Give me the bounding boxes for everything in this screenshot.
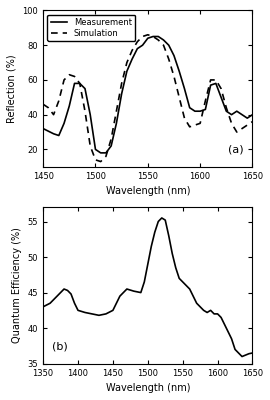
X-axis label: Wavelength (nm): Wavelength (nm) (106, 186, 190, 196)
Simulation (47, 105, 50, 110)
Simulation (178, 95, 181, 100)
Simulation (104, 154, 107, 159)
Measurement (198, 109, 202, 114)
Text: (a): (a) (228, 144, 244, 154)
Measurement (214, 81, 217, 86)
Measurement (110, 144, 113, 148)
Measurement (157, 34, 160, 39)
Measurement (240, 112, 244, 117)
Measurement (68, 104, 71, 108)
Simulation (125, 60, 129, 65)
Simulation (183, 116, 186, 120)
Measurement (183, 86, 186, 91)
Measurement (188, 105, 191, 110)
Measurement (151, 34, 155, 39)
Simulation (151, 34, 155, 39)
Line: Simulation: Simulation (43, 35, 252, 162)
Simulation (73, 74, 76, 79)
Measurement (125, 69, 129, 74)
Measurement (83, 86, 87, 91)
Measurement (167, 43, 170, 48)
Measurement (146, 36, 149, 41)
Simulation (220, 86, 223, 91)
Measurement (193, 109, 197, 114)
Simulation (78, 81, 81, 86)
Measurement (62, 121, 66, 126)
Simulation (94, 158, 97, 162)
Simulation (198, 121, 202, 126)
Measurement (141, 43, 144, 48)
Y-axis label: Reflection (%): Reflection (%) (7, 54, 17, 123)
Measurement (251, 112, 254, 117)
Measurement (89, 112, 92, 117)
Measurement (172, 53, 176, 58)
Simulation (172, 74, 176, 79)
Simulation (246, 123, 249, 128)
Simulation (146, 32, 149, 37)
Simulation (240, 126, 244, 131)
Measurement (225, 109, 228, 114)
Legend: Measurement, Simulation: Measurement, Simulation (47, 15, 135, 41)
Simulation (162, 43, 165, 48)
Measurement (99, 150, 102, 155)
Simulation (83, 109, 87, 114)
Measurement (115, 121, 118, 126)
Simulation (62, 78, 66, 82)
Measurement (162, 38, 165, 42)
Measurement (136, 46, 139, 51)
Simulation (136, 39, 139, 44)
Measurement (235, 109, 238, 114)
Measurement (209, 83, 212, 88)
Simulation (141, 34, 144, 39)
Simulation (110, 136, 113, 141)
Measurement (220, 95, 223, 100)
Simulation (193, 123, 197, 128)
X-axis label: Wavelength (nm): Wavelength (nm) (106, 383, 190, 393)
Simulation (204, 98, 207, 103)
Measurement (57, 133, 60, 138)
Measurement (230, 112, 233, 117)
Simulation (42, 102, 45, 107)
Text: (b): (b) (52, 341, 68, 351)
Simulation (235, 130, 238, 134)
Measurement (52, 131, 55, 136)
Measurement (42, 126, 45, 131)
Simulation (115, 109, 118, 114)
Simulation (120, 81, 123, 86)
Line: Measurement: Measurement (43, 36, 252, 153)
Measurement (204, 107, 207, 112)
Simulation (251, 119, 254, 124)
Y-axis label: Quantum Efficiency (%): Quantum Efficiency (%) (12, 228, 22, 344)
Simulation (225, 105, 228, 110)
Measurement (73, 81, 76, 86)
Simulation (230, 121, 233, 126)
Simulation (89, 144, 92, 148)
Simulation (57, 98, 60, 103)
Simulation (214, 78, 217, 82)
Simulation (167, 57, 170, 62)
Simulation (188, 124, 191, 129)
Measurement (130, 57, 134, 62)
Simulation (209, 78, 212, 82)
Measurement (94, 147, 97, 152)
Simulation (130, 48, 134, 53)
Simulation (157, 38, 160, 42)
Simulation (52, 112, 55, 117)
Simulation (68, 72, 71, 77)
Simulation (99, 159, 102, 164)
Measurement (78, 81, 81, 86)
Measurement (120, 92, 123, 96)
Measurement (246, 116, 249, 120)
Measurement (178, 69, 181, 74)
Measurement (104, 150, 107, 155)
